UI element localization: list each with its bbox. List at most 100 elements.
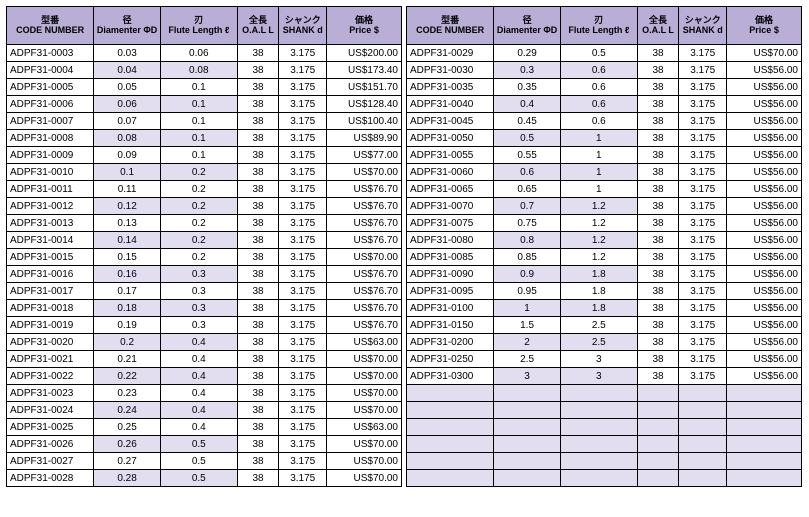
cell-dia: 0.85: [494, 249, 561, 266]
cell-price: US$70.00: [327, 164, 402, 181]
cell-price: US$56.00: [727, 317, 802, 334]
cell-oal: 38: [237, 232, 279, 249]
col-header-shank: シャンクSHANK d: [679, 7, 727, 45]
table-row-empty: [407, 453, 802, 470]
cell-code: ADPF31-0095: [407, 283, 494, 300]
cell-code: ADPF31-0029: [407, 45, 494, 62]
table-row: ADPF31-00080.080.1383.175US$89.90: [7, 130, 402, 147]
cell-empty: [637, 402, 679, 419]
cell-price: US$76.70: [327, 317, 402, 334]
cell-flute: 0.4: [160, 419, 237, 436]
table-row: ADPF31-00050.050.1383.175US$151.70: [7, 79, 402, 96]
cell-oal: 38: [237, 419, 279, 436]
table-row: ADPF31-00140.140.2383.175US$76.70: [7, 232, 402, 249]
cell-code: ADPF31-0024: [7, 402, 94, 419]
cell-flute: 1.2: [560, 215, 637, 232]
cell-oal: 38: [237, 249, 279, 266]
cell-oal: 38: [237, 453, 279, 470]
cell-dia: 0.21: [94, 351, 161, 368]
table-row: ADPF31-010011.8383.175US$56.00: [407, 300, 802, 317]
cell-shank: 3.175: [279, 79, 327, 96]
cell-dia: 0.18: [94, 300, 161, 317]
table-row-empty: [407, 470, 802, 487]
col-header-bot: Price $: [328, 26, 400, 36]
col-header-bot: Flute Length ℓ: [162, 26, 236, 36]
cell-shank: 3.175: [679, 266, 727, 283]
cell-flute: 0.5: [160, 453, 237, 470]
cell-code: ADPF31-0040: [407, 96, 494, 113]
cell-price: US$70.00: [327, 470, 402, 487]
cell-empty: [407, 385, 494, 402]
cell-dia: 0.7: [494, 198, 561, 215]
cell-flute: 3: [560, 351, 637, 368]
table-row: ADPF31-00950.951.8383.175US$56.00: [407, 283, 802, 300]
cell-dia: 0.4: [494, 96, 561, 113]
cell-code: ADPF31-0009: [7, 147, 94, 164]
cell-dia: 0.06: [94, 96, 161, 113]
cell-flute: 0.3: [160, 300, 237, 317]
cell-dia: 0.5: [494, 130, 561, 147]
cell-oal: 38: [237, 45, 279, 62]
col-header-price: 価格Price $: [727, 7, 802, 45]
table-row: ADPF31-00750.751.2383.175US$56.00: [407, 215, 802, 232]
table-row: ADPF31-00900.91.8383.175US$56.00: [407, 266, 802, 283]
spec-table-right: 型番CODE NUMBER径Diamenter ΦD刃Flute Length …: [406, 6, 802, 487]
cell-code: ADPF31-0006: [7, 96, 94, 113]
cell-dia: 0.25: [94, 419, 161, 436]
cell-dia: 0.16: [94, 266, 161, 283]
cell-shank: 3.175: [279, 317, 327, 334]
cell-oal: 38: [237, 130, 279, 147]
cell-dia: 0.12: [94, 198, 161, 215]
cell-price: US$70.00: [327, 249, 402, 266]
cell-empty: [560, 470, 637, 487]
table-head: 型番CODE NUMBER径Diamenter ΦD刃Flute Length …: [7, 7, 402, 45]
cell-empty: [679, 436, 727, 453]
table-row: ADPF31-00220.220.4383.175US$70.00: [7, 368, 402, 385]
cell-shank: 3.175: [679, 283, 727, 300]
table-row: ADPF31-00240.240.4383.175US$70.00: [7, 402, 402, 419]
header-row: 型番CODE NUMBER径Diamenter ΦD刃Flute Length …: [7, 7, 402, 45]
table-row: ADPF31-00450.450.6383.175US$56.00: [407, 113, 802, 130]
cell-empty: [494, 385, 561, 402]
cell-flute: 1: [560, 181, 637, 198]
cell-oal: 38: [637, 113, 679, 130]
cell-flute: 2.5: [560, 334, 637, 351]
cell-flute: 0.6: [560, 62, 637, 79]
table-row: ADPF31-00400.40.6383.175US$56.00: [407, 96, 802, 113]
cell-shank: 3.175: [679, 147, 727, 164]
cell-flute: 0.6: [560, 96, 637, 113]
cell-oal: 38: [237, 334, 279, 351]
cell-oal: 38: [237, 113, 279, 130]
cell-flute: 0.6: [560, 79, 637, 96]
cell-price: US$56.00: [727, 147, 802, 164]
cell-code: ADPF31-0045: [407, 113, 494, 130]
cell-flute: 0.2: [160, 164, 237, 181]
table-row: ADPF31-00290.290.5383.175US$70.00: [407, 45, 802, 62]
cell-oal: 38: [237, 62, 279, 79]
cell-flute: 3: [560, 368, 637, 385]
cell-price: US$56.00: [727, 164, 802, 181]
cell-oal: 38: [637, 130, 679, 147]
cell-shank: 3.175: [679, 62, 727, 79]
table-row: ADPF31-00260.260.5383.175US$70.00: [7, 436, 402, 453]
cell-shank: 3.175: [279, 62, 327, 79]
cell-oal: 38: [237, 198, 279, 215]
cell-empty: [727, 385, 802, 402]
cell-dia: 1: [494, 300, 561, 317]
cell-flute: 0.2: [160, 215, 237, 232]
cell-price: US$56.00: [727, 232, 802, 249]
cell-dia: 0.2: [94, 334, 161, 351]
cell-price: US$56.00: [727, 113, 802, 130]
table-row: ADPF31-00150.150.2383.175US$70.00: [7, 249, 402, 266]
cell-code: ADPF31-0017: [7, 283, 94, 300]
table-row: ADPF31-00190.190.3383.175US$76.70: [7, 317, 402, 334]
col-header-code: 型番CODE NUMBER: [7, 7, 94, 45]
col-header-bot: O.A.L L: [639, 26, 678, 36]
cell-code: ADPF31-0100: [407, 300, 494, 317]
cell-price: US$70.00: [327, 368, 402, 385]
cell-dia: 0.09: [94, 147, 161, 164]
cell-dia: 0.11: [94, 181, 161, 198]
col-header-oal: 全長O.A.L L: [637, 7, 679, 45]
cell-shank: 3.175: [279, 266, 327, 283]
cell-empty: [727, 402, 802, 419]
